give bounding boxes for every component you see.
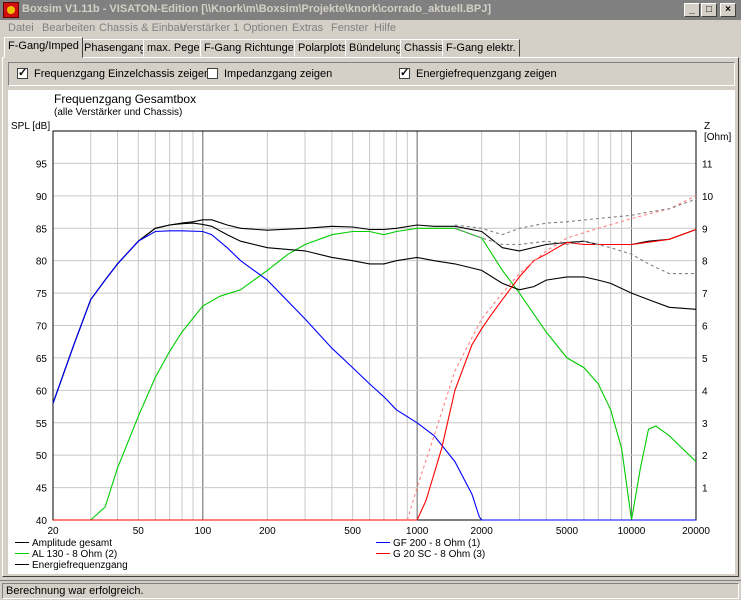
y-tick-label: 45 — [36, 484, 48, 495]
checkbox-box[interactable] — [207, 68, 218, 79]
status-text: Berechnung war erfolgreich. — [2, 583, 739, 599]
checkbox-impedanzgang[interactable]: Impedanzgang zeigen — [207, 68, 332, 80]
y2-tick-label: 10 — [702, 192, 714, 203]
menu-bearbeiten[interactable]: Bearbeiten — [42, 22, 96, 34]
menu-bar: Datei Bearbeiten Chassis & Einbau Verstä… — [0, 20, 741, 37]
tab-f-gang-imped[interactable]: F-Gang/Imped — [4, 37, 83, 58]
y-tick-label: 90 — [36, 192, 48, 203]
x-tick-label: 50 — [133, 526, 145, 537]
y2-tick-label: 3 — [702, 419, 708, 430]
checkbox-label: Frequenzgang Einzelchassis zeigen — [34, 68, 211, 80]
tab-polarplots[interactable]: Polarplots — [294, 39, 351, 57]
y-tick-label: 55 — [36, 419, 48, 430]
y-axis-label: SPL [dB] — [11, 121, 51, 132]
x-tick-label: 5000 — [556, 526, 579, 537]
y2-tick-label: 2 — [702, 451, 708, 462]
window-title: Boxsim V1.11b - VISATON-Edition [\\Knork… — [22, 3, 492, 15]
legend-item: Energiefrequenzgang — [15, 560, 128, 571]
checkbox-label: Impedanzgang zeigen — [224, 68, 333, 80]
y-tick-label: 50 — [36, 451, 48, 462]
checkbox-box[interactable] — [17, 66, 28, 79]
y-tick-label: 75 — [36, 289, 48, 300]
y2-tick-label: 7 — [702, 289, 708, 300]
checkbox-einzelchassis[interactable]: Frequenzgang Einzelchassis zeigen — [17, 66, 211, 80]
y-tick-label: 65 — [36, 354, 48, 365]
legend-item: Amplitude gesamt — [15, 538, 112, 549]
y-tick-label: 70 — [36, 322, 48, 333]
y2-tick-label: 11 — [702, 159, 713, 170]
y-tick-label: 60 — [36, 386, 48, 397]
options-row: Frequenzgang Einzelchassis zeigen Impeda… — [8, 62, 735, 86]
y2-tick-label: 8 — [702, 257, 708, 268]
menu-hilfe[interactable]: Hilfe — [374, 22, 397, 34]
series-line — [52, 219, 697, 404]
maximize-button[interactable]: □ — [701, 3, 717, 17]
x-tick-label: 500 — [344, 526, 361, 537]
legend-item: AL 130 - 8 Ohm (2) — [15, 549, 117, 560]
tab-strip: F-Gang/Imped Phasengang max. Pegel F-Gan… — [0, 37, 741, 58]
tab-f-gang-elektr[interactable]: F-Gang elektr. — [442, 39, 520, 57]
y2-axis-label: Z [Ohm] — [704, 121, 732, 143]
tab-chassis[interactable]: Chassis — [400, 39, 448, 57]
tab-f-gang-richtungen[interactable]: F-Gang Richtungen — [200, 39, 304, 57]
y2-tick-label: 1 — [702, 484, 708, 495]
x-tick-label: 20 — [47, 526, 59, 537]
tab-buendelung[interactable]: Bündelung — [345, 39, 406, 57]
series-line — [52, 230, 696, 521]
y-tick-label: 85 — [36, 224, 48, 235]
x-tick-label: 1000 — [406, 526, 429, 537]
menu-verstaerker[interactable]: Verstärker 1 — [180, 22, 240, 34]
minimize-button[interactable]: _ — [684, 3, 700, 17]
tab-phasengang[interactable]: Phasengang — [80, 39, 150, 57]
y2-tick-label: 6 — [702, 322, 708, 333]
close-button[interactable]: × — [720, 3, 736, 17]
series-line — [52, 222, 697, 404]
x-tick-label: 10000 — [618, 526, 646, 537]
chart-subtitle: (alle Verstärker und Chassis) — [54, 107, 183, 118]
menu-optionen[interactable]: Optionen — [243, 22, 288, 34]
series-line — [454, 227, 696, 275]
status-bar: Berechnung war erfolgreich. — [0, 580, 741, 600]
checkbox-label: Energiefrequenzgang zeigen — [416, 68, 557, 80]
tab-panel: Frequenzgang Einzelchassis zeigen Impeda… — [2, 57, 739, 577]
frequency-chart: Frequenzgang Gesamtbox (alle Verstärker … — [8, 90, 735, 574]
y2-tick-label: 9 — [702, 224, 708, 235]
x-tick-label: 100 — [194, 526, 211, 537]
checkbox-box[interactable] — [399, 66, 410, 79]
y2-tick-label: 5 — [702, 354, 708, 365]
menu-chassis-einbau[interactable]: Chassis & Einbau — [99, 22, 186, 34]
app-icon[interactable] — [3, 2, 19, 18]
x-tick-label: 200 — [259, 526, 276, 537]
title-bar: Boxsim V1.11b - VISATON-Edition [\\Knork… — [0, 0, 741, 20]
y-tick-label: 40 — [36, 516, 48, 527]
y2-tick-label: 4 — [702, 386, 708, 397]
menu-datei[interactable]: Datei — [8, 22, 34, 34]
menu-extras[interactable]: Extras — [292, 22, 324, 34]
series-line — [53, 227, 697, 521]
chart-title: Frequenzgang Gesamtbox — [54, 92, 197, 106]
legend-item: G 20 SC - 8 Ohm (3) — [376, 549, 485, 560]
y-tick-label: 95 — [36, 159, 48, 170]
series-line — [454, 198, 697, 236]
checkbox-energiefrequenzgang[interactable]: Energiefrequenzgang zeigen — [399, 66, 557, 80]
legend-item: GF 200 - 8 Ohm (1) — [376, 538, 480, 549]
x-tick-label: 2000 — [471, 526, 494, 537]
y-tick-label: 80 — [36, 257, 48, 268]
series-line — [53, 228, 697, 521]
menu-fenster[interactable]: Fenster — [331, 22, 369, 34]
x-tick-label: 20000 — [682, 526, 710, 537]
tab-max-pegel[interactable]: max. Pegel — [143, 39, 207, 57]
